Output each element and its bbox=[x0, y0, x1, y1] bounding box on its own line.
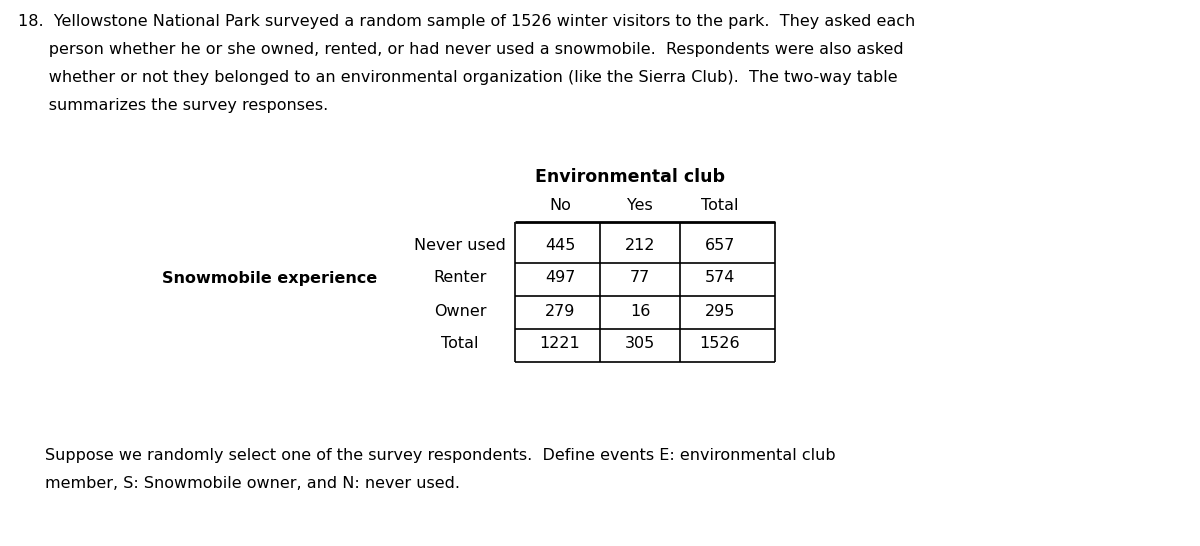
Text: member, S: Snowmobile owner, and N: never used.: member, S: Snowmobile owner, and N: neve… bbox=[46, 476, 460, 491]
Text: 212: 212 bbox=[625, 238, 655, 252]
Text: Owner: Owner bbox=[433, 304, 486, 318]
Text: 497: 497 bbox=[545, 270, 575, 286]
Text: 657: 657 bbox=[704, 238, 736, 252]
Text: 16: 16 bbox=[630, 304, 650, 318]
Text: Suppose we randomly select one of the survey respondents.  Define events E: envi: Suppose we randomly select one of the su… bbox=[46, 448, 835, 463]
Text: Snowmobile experience: Snowmobile experience bbox=[162, 270, 378, 286]
Text: 279: 279 bbox=[545, 304, 575, 318]
Text: Renter: Renter bbox=[433, 270, 487, 286]
Text: 445: 445 bbox=[545, 238, 575, 252]
Text: 574: 574 bbox=[704, 270, 736, 286]
Text: No: No bbox=[550, 198, 571, 213]
Text: summarizes the survey responses.: summarizes the survey responses. bbox=[18, 98, 329, 113]
Text: Never used: Never used bbox=[414, 238, 506, 252]
Text: Total: Total bbox=[442, 336, 479, 352]
Text: 295: 295 bbox=[704, 304, 736, 318]
Text: Total: Total bbox=[701, 198, 739, 213]
Text: 305: 305 bbox=[625, 336, 655, 352]
Text: 18.  Yellowstone National Park surveyed a random sample of 1526 winter visitors : 18. Yellowstone National Park surveyed a… bbox=[18, 14, 916, 29]
Text: Environmental club: Environmental club bbox=[535, 168, 725, 186]
Text: whether or not they belonged to an environmental organization (like the Sierra C: whether or not they belonged to an envir… bbox=[18, 70, 898, 85]
Text: Yes: Yes bbox=[628, 198, 653, 213]
Text: 77: 77 bbox=[630, 270, 650, 286]
Text: 1221: 1221 bbox=[540, 336, 581, 352]
Text: 1526: 1526 bbox=[700, 336, 740, 352]
Text: person whether he or she owned, rented, or had never used a snowmobile.  Respond: person whether he or she owned, rented, … bbox=[18, 42, 904, 57]
